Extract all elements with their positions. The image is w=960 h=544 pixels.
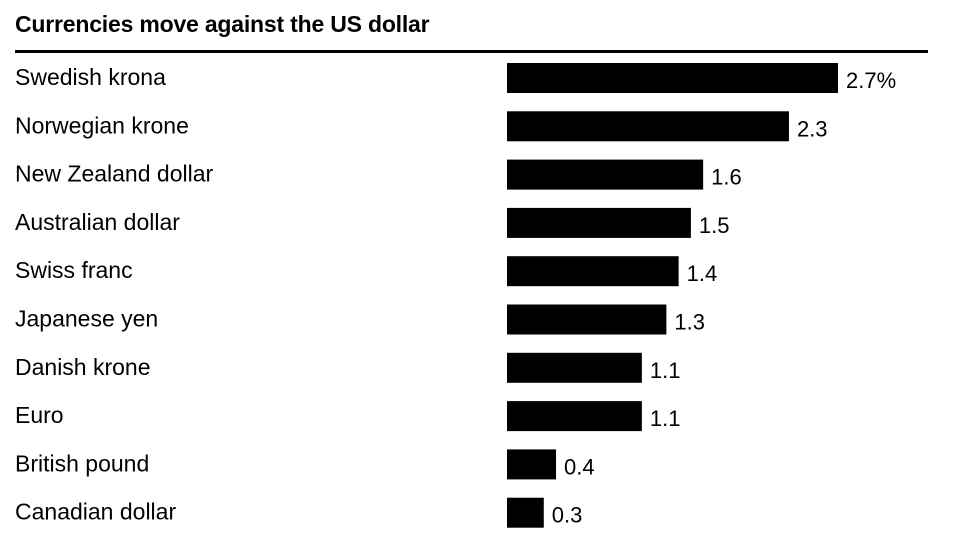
value-label: 2.7% <box>846 68 896 93</box>
title-rule <box>15 50 928 53</box>
bar <box>507 256 679 287</box>
category-label: British pound <box>15 450 149 476</box>
bar <box>507 63 838 93</box>
value-label: 1.1 <box>650 406 681 431</box>
category-label: New Zealand dollar <box>15 161 214 187</box>
category-label: Swedish krona <box>15 64 166 90</box>
value-label: 2.3 <box>797 116 828 141</box>
bar-row: Australian dollar 1.5 <box>15 207 730 238</box>
bar <box>507 497 544 528</box>
category-label: Canadian dollar <box>15 499 176 525</box>
bar-row: Danish krone 1.1 <box>15 352 681 383</box>
bar-row: British pound 0.4 <box>15 449 595 480</box>
bar <box>507 352 642 383</box>
bar-row: Japanese yen 1.3 <box>15 304 705 335</box>
bar-row: Norwegian krone 2.3 <box>15 111 828 142</box>
bar <box>507 449 557 480</box>
category-label: Australian dollar <box>15 209 180 235</box>
chart-title: Currencies move against the US dollar <box>15 11 430 37</box>
value-label: 1.1 <box>650 358 681 383</box>
bar-row: Euro 1.1 <box>15 401 681 432</box>
value-label: 1.6 <box>711 165 742 190</box>
value-label: 1.4 <box>687 261 718 286</box>
value-label: 1.3 <box>674 310 705 335</box>
value-label: 0.3 <box>552 503 583 528</box>
category-label: Swiss franc <box>15 257 133 283</box>
category-label: Euro <box>15 402 64 428</box>
bar-row: Swedish krona 2.7% <box>15 63 896 93</box>
bar-row: New Zealand dollar 1.6 <box>15 159 742 190</box>
category-label: Japanese yen <box>15 306 158 332</box>
category-label: Danish krone <box>15 354 151 380</box>
category-label: Norwegian krone <box>15 112 189 138</box>
bar-row: Swiss franc 1.4 <box>15 256 718 287</box>
bar <box>507 304 667 335</box>
bar <box>507 207 691 238</box>
value-label: 0.4 <box>564 454 595 479</box>
bar <box>507 401 642 432</box>
bar-row: Canadian dollar 0.3 <box>15 497 583 528</box>
bar <box>507 111 789 142</box>
value-label: 1.5 <box>699 213 730 238</box>
bar <box>507 159 704 190</box>
